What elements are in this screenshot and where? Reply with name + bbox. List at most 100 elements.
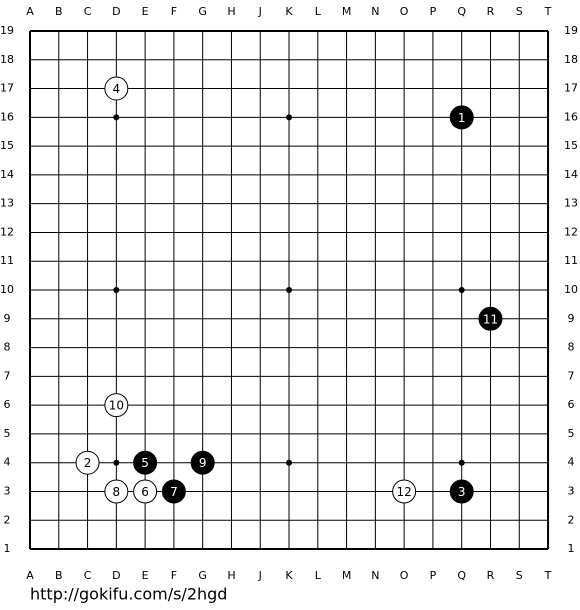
row-label: 1	[4, 542, 11, 555]
stone	[478, 306, 503, 331]
column-label: O	[400, 569, 409, 582]
column-label: J	[258, 5, 262, 18]
row-label: 13	[0, 197, 14, 210]
column-label: R	[487, 5, 495, 18]
stone	[392, 479, 417, 504]
star-point	[458, 287, 465, 294]
column-label: S	[516, 5, 523, 18]
row-label: 12	[0, 225, 14, 238]
move-number: 4	[113, 82, 121, 96]
column-label: F	[171, 569, 177, 582]
stone	[75, 450, 100, 475]
star-point	[113, 287, 120, 294]
row-label: 7	[568, 369, 575, 382]
row-label: 13	[564, 197, 578, 210]
source-url: http://gokifu.com/s/2hgd	[30, 585, 227, 604]
row-label: 19	[564, 24, 578, 37]
stone	[449, 105, 474, 130]
row-label: 8	[568, 341, 575, 354]
column-label: N	[371, 5, 379, 18]
column-label: M	[342, 569, 352, 582]
stone	[449, 479, 474, 504]
column-label: R	[487, 569, 495, 582]
move-number: 8	[113, 485, 121, 499]
column-label: S	[516, 569, 523, 582]
column-label: J	[258, 569, 262, 582]
row-label: 3	[568, 484, 575, 497]
star-point	[113, 459, 120, 466]
column-label: A	[26, 5, 34, 18]
move-number: 7	[170, 485, 178, 499]
row-label: 15	[0, 139, 14, 152]
row-label: 11	[0, 254, 14, 267]
row-label: 16	[0, 110, 14, 123]
column-label: G	[198, 569, 207, 582]
row-label: 14	[564, 168, 578, 181]
row-label: 5	[4, 427, 11, 440]
column-label: E	[142, 5, 149, 18]
column-label: B	[55, 5, 63, 18]
column-label: L	[315, 569, 322, 582]
move-number: 9	[199, 456, 207, 470]
row-label: 3	[4, 484, 11, 497]
column-label: Q	[457, 569, 466, 582]
row-label: 18	[0, 53, 14, 66]
stone	[104, 393, 129, 418]
row-label: 4	[4, 456, 11, 469]
column-label: H	[227, 569, 235, 582]
column-label: K	[285, 5, 293, 18]
star-point	[286, 459, 293, 466]
column-label: F	[171, 5, 177, 18]
column-label: A	[26, 569, 34, 582]
row-label: 2	[568, 513, 575, 526]
row-label: 11	[564, 254, 578, 267]
column-label: T	[544, 5, 552, 18]
move-number: 12	[396, 485, 411, 499]
move-number: 1	[458, 111, 466, 125]
column-label: L	[315, 5, 322, 18]
stone	[133, 450, 158, 475]
row-label: 9	[568, 312, 575, 325]
row-label: 19	[0, 24, 14, 37]
row-label: 17	[0, 82, 14, 95]
column-label: P	[430, 569, 437, 582]
stone	[190, 450, 215, 475]
row-label: 2	[4, 513, 11, 526]
row-label: 8	[4, 341, 11, 354]
column-label: Q	[457, 5, 466, 18]
star-point	[286, 287, 293, 294]
column-label: D	[112, 5, 120, 18]
stone	[104, 76, 129, 101]
row-label: 10	[564, 283, 578, 296]
row-label: 18	[564, 53, 578, 66]
stone	[104, 479, 129, 504]
column-label: T	[544, 569, 552, 582]
row-label: 1	[568, 542, 575, 555]
column-label: C	[84, 569, 92, 582]
row-label: 15	[564, 139, 578, 152]
row-label: 7	[4, 369, 11, 382]
row-label: 14	[0, 168, 14, 181]
column-label: K	[285, 569, 293, 582]
stone	[161, 479, 186, 504]
column-label: H	[227, 5, 235, 18]
row-label: 10	[0, 283, 14, 296]
coordinates: AABBCCDDEEFFGGHHJJKKLLMMNNOOPPQQRRSSTT19…	[0, 5, 578, 582]
star-point	[286, 114, 293, 121]
move-number: 2	[84, 456, 92, 470]
move-number: 5	[141, 456, 149, 470]
column-label: C	[84, 5, 92, 18]
column-label: D	[112, 569, 120, 582]
move-number: 3	[458, 485, 466, 499]
row-label: 6	[4, 398, 11, 411]
move-number: 11	[483, 312, 498, 326]
star-point	[113, 114, 120, 121]
column-label: M	[342, 5, 352, 18]
row-label: 12	[564, 225, 578, 238]
stone	[133, 479, 158, 504]
row-label: 17	[564, 82, 578, 95]
